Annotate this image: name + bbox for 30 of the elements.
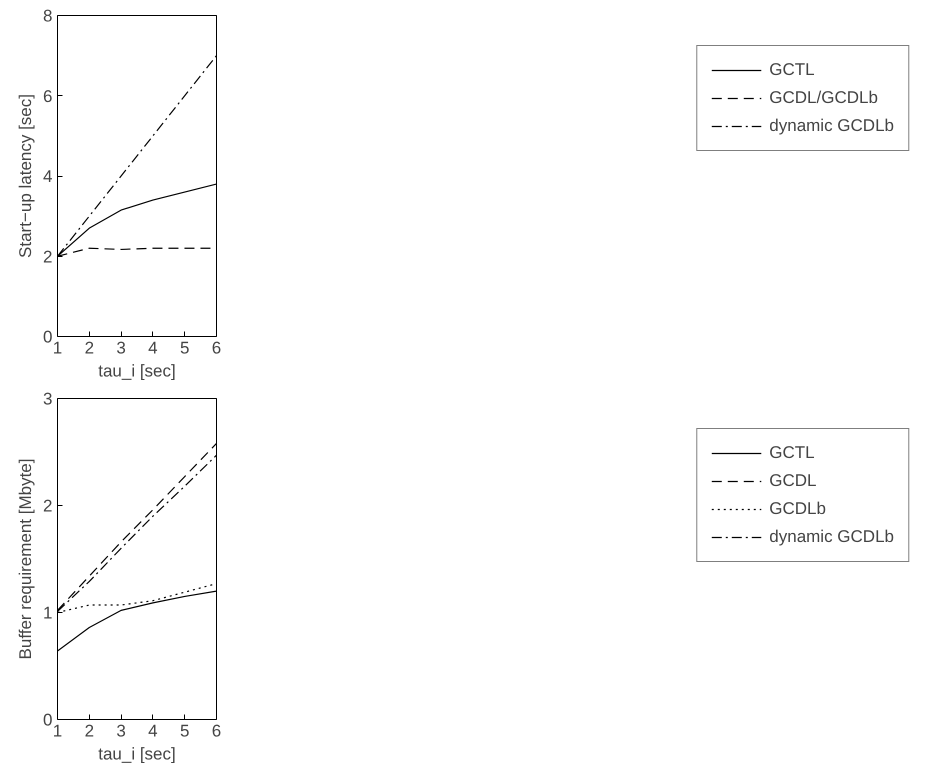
y-tick-label: 4 (43, 167, 53, 186)
legend-label: GCDL (769, 471, 817, 491)
legend-label: dynamic GCDLb (769, 116, 894, 136)
x-tick-label: 6 (212, 722, 222, 740)
x-tick-label: 4 (148, 722, 158, 740)
x-tick-label: 3 (116, 722, 126, 740)
x-tick-label: 3 (116, 338, 126, 358)
y-tick-label: 1 (43, 604, 53, 622)
x-tick-label: 2 (84, 338, 94, 358)
x-tick-label: 6 (212, 338, 222, 358)
y-tick-label: 3 (43, 390, 53, 408)
x-tick-label: 4 (148, 338, 158, 358)
x-tick-label: 2 (84, 722, 94, 740)
legend-label: GCTL (769, 443, 815, 463)
x-axis-title: tau_i [sec] (98, 362, 176, 380)
x-axis-title: tau_i [sec] (98, 744, 176, 764)
y-axis-title: Buffer requirement [Mbyte] (16, 458, 36, 660)
legend-label: GCDL/GCDLb (769, 88, 878, 108)
y-tick-label: 8 (43, 6, 53, 26)
x-tick-label: 5 (180, 722, 190, 740)
y-tick-label: 2 (43, 247, 53, 266)
y-tick-label: 6 (43, 86, 53, 106)
y-axis-title: Start−up latency [sec] (16, 94, 36, 258)
x-tick-label: 5 (180, 338, 190, 358)
legend-label: GCTL (769, 60, 815, 80)
legend-label: dynamic GCDLb (769, 527, 894, 547)
legend-label: GCDLb (769, 499, 826, 519)
y-tick-label: 0 (43, 328, 53, 346)
y-tick-label: 0 (43, 710, 53, 730)
y-tick-label: 2 (43, 496, 53, 516)
